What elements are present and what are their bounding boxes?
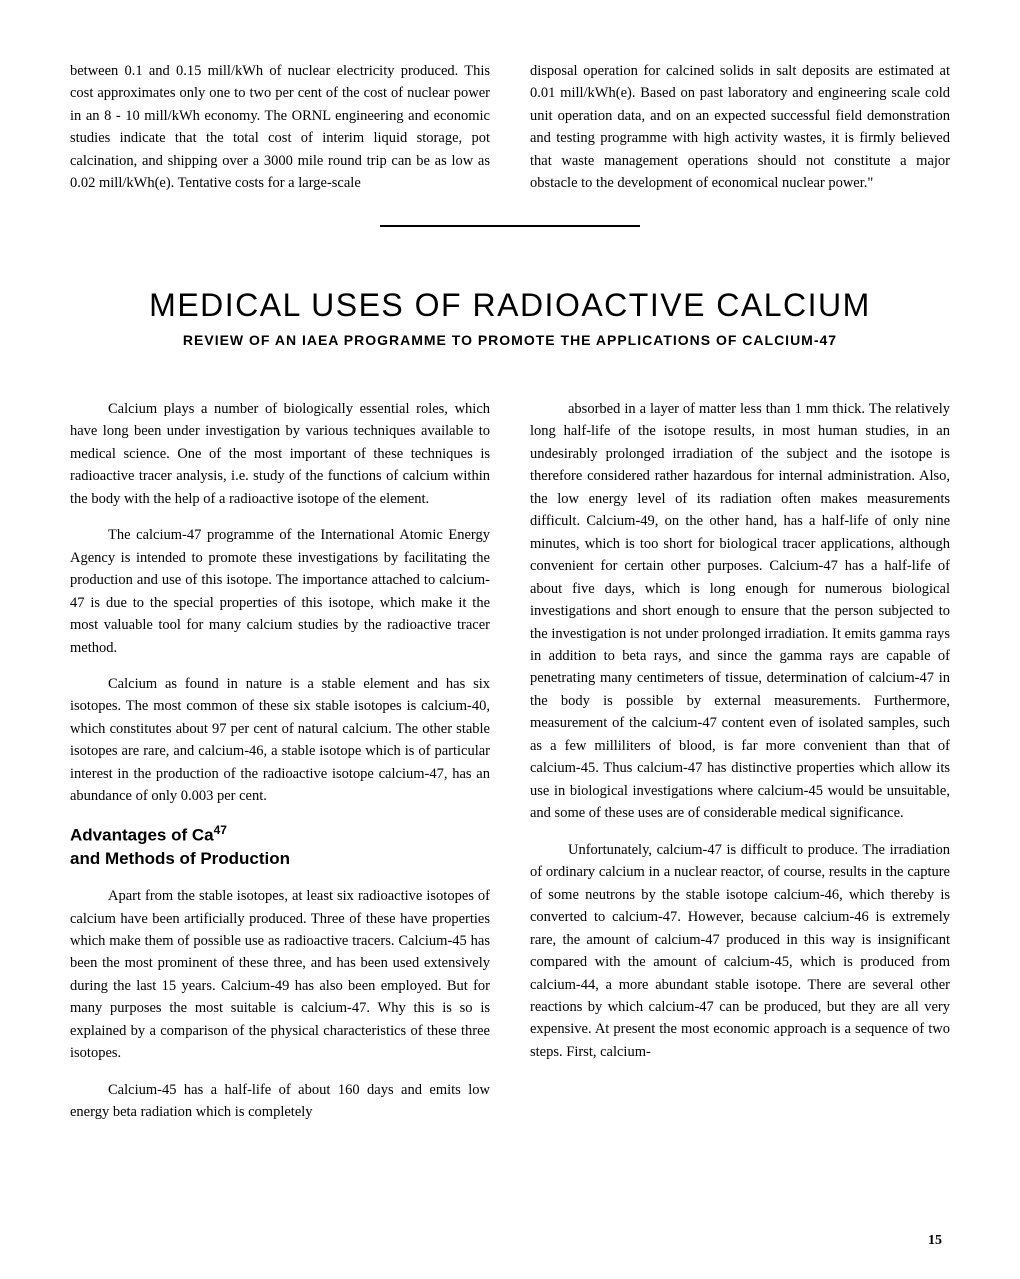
paragraph: Apart from the stable isotopes, at least… [70,885,490,1065]
top-left-text: between 0.1 and 0.15 mill/kWh of nuclear… [70,60,490,195]
heading-pre: Advantages of Ca [70,825,214,844]
paragraph: Calcium-45 has a half-life of about 160 … [70,1079,490,1124]
paragraph: Calcium plays a number of biologically e… [70,398,490,510]
paragraph: absorbed in a layer of matter less than … [530,398,950,825]
heading-superscript: 47 [214,823,227,837]
top-continuation-section: between 0.1 and 0.15 mill/kWh of nuclear… [70,60,950,195]
article-title: MEDICAL USES OF RADIOACTIVE CALCIUM [70,287,950,324]
paragraph: The calcium-47 programme of the Internat… [70,524,490,659]
section-heading: Advantages of Ca47 and Methods of Produc… [70,822,490,871]
article-subtitle: REVIEW OF AN IAEA PROGRAMME TO PROMOTE T… [70,332,950,348]
section-divider [380,225,640,227]
paragraph: Calcium as found in nature is a stable e… [70,673,490,808]
right-column: absorbed in a layer of matter less than … [530,398,950,1138]
left-column: Calcium plays a number of biologically e… [70,398,490,1138]
top-right-column: disposal operation for calcined solids i… [530,60,950,195]
page-number: 15 [928,1233,942,1249]
main-article-section: Calcium plays a number of biologically e… [70,398,950,1138]
top-left-column: between 0.1 and 0.15 mill/kWh of nuclear… [70,60,490,195]
heading-post: and Methods of Production [70,849,290,868]
paragraph: Unfortunately, calcium-47 is difficult t… [530,839,950,1064]
top-right-text: disposal operation for calcined solids i… [530,60,950,195]
